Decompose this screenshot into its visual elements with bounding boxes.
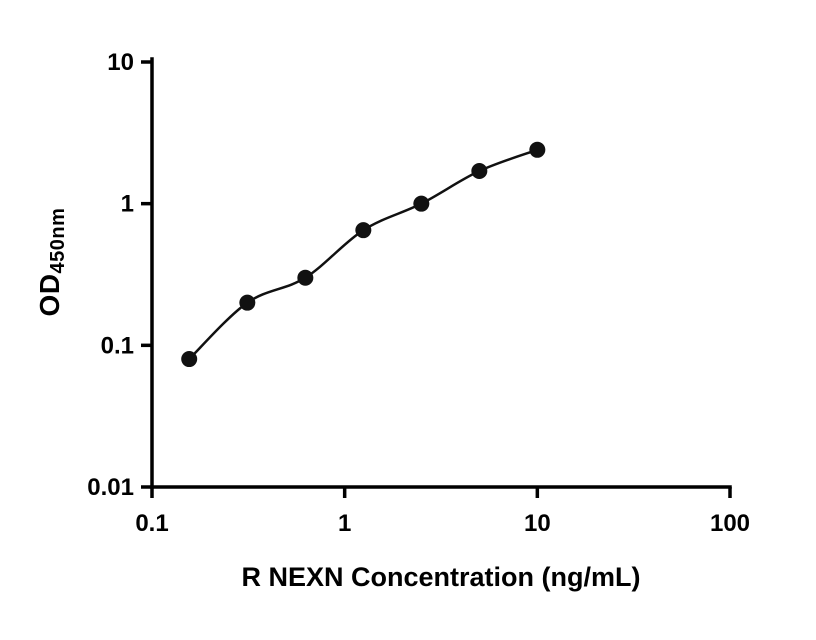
data-point <box>239 294 256 311</box>
fit-curve <box>188 148 538 360</box>
y-axis-title: OD450nm <box>34 208 70 317</box>
data-point <box>413 195 430 212</box>
data-point <box>355 222 372 239</box>
y-tick-label: 10 <box>107 49 134 76</box>
y-tick-label: 1 <box>121 191 134 218</box>
data-point <box>529 141 546 158</box>
y-tick-label: 0.01 <box>87 474 134 501</box>
data-point <box>471 163 488 180</box>
x-tick-label: 10 <box>524 510 551 537</box>
x-tick-label: 1 <box>338 510 351 537</box>
data-point <box>181 351 198 368</box>
x-tick-label: 100 <box>710 510 750 537</box>
y-axis-title-main: OD <box>34 273 65 317</box>
x-axis-title: R NEXN Concentration (ng/mL) <box>241 562 641 592</box>
y-axis-title-subscript: 450nm <box>47 207 69 274</box>
data-point <box>297 269 314 286</box>
y-tick-label: 0.1 <box>101 332 134 359</box>
x-tick-label: 0.1 <box>135 510 168 537</box>
